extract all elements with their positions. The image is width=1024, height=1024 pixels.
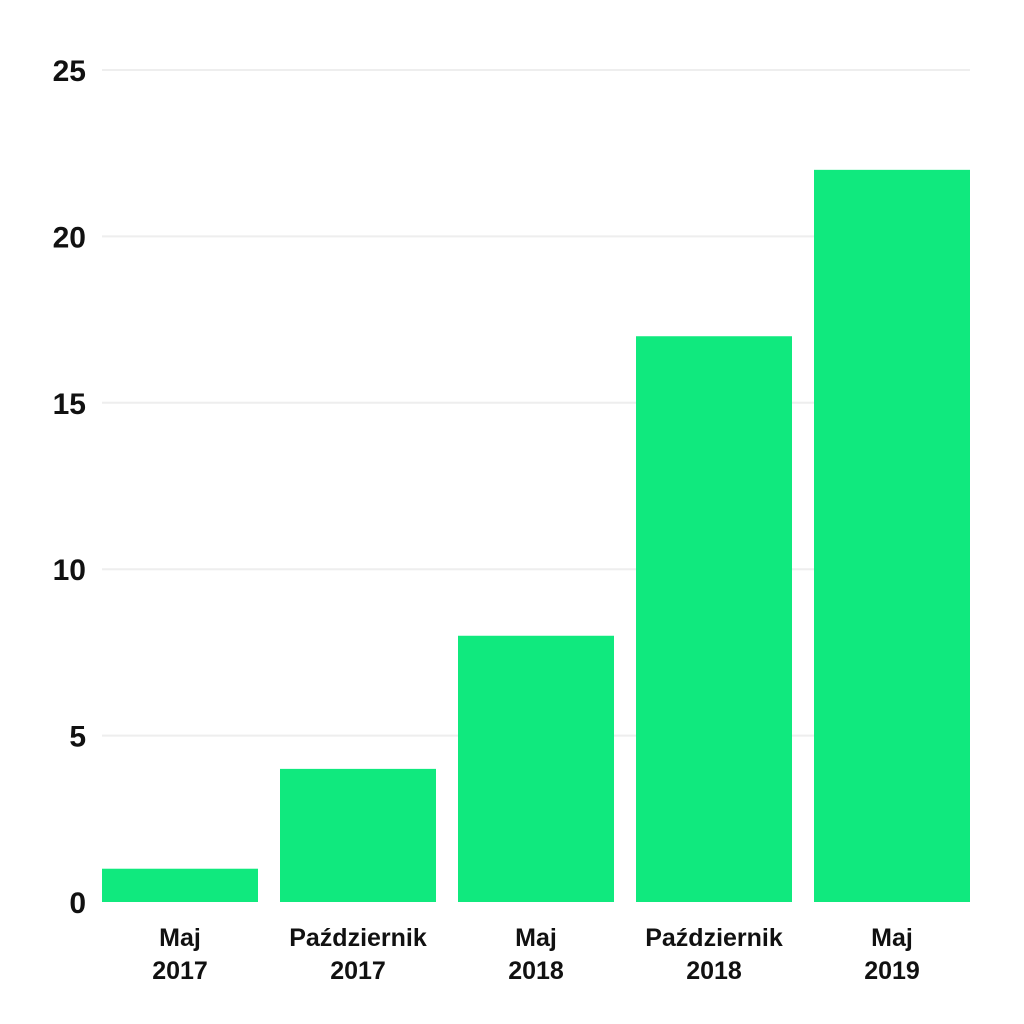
bar bbox=[102, 868, 258, 902]
x-category-label: Maj bbox=[515, 924, 557, 952]
x-category-label: Maj bbox=[871, 924, 913, 952]
bar bbox=[280, 768, 436, 902]
x-category-label: 2017 bbox=[152, 957, 208, 985]
bar bbox=[636, 336, 792, 902]
y-tick-label: 5 bbox=[69, 721, 86, 754]
x-category-label: Październik bbox=[289, 924, 427, 952]
y-tick-label: 20 bbox=[53, 221, 86, 254]
y-axis-tick-labels: 0 5 10 15 20 25 bbox=[53, 55, 86, 920]
y-tick-label: 15 bbox=[53, 388, 86, 421]
x-category-label: 2019 bbox=[864, 957, 920, 985]
x-category-label: 2018 bbox=[686, 957, 742, 985]
x-category-label: Październik bbox=[645, 924, 783, 952]
x-axis-category-labels: Maj 2017 Październik 2017 Maj 2018 Październik… bbox=[152, 924, 920, 985]
bar bbox=[814, 169, 970, 903]
x-category-label: 2018 bbox=[508, 957, 564, 985]
bars bbox=[102, 169, 970, 903]
x-category-label: 2017 bbox=[330, 957, 386, 985]
y-tick-label: 0 bbox=[69, 887, 86, 920]
y-tick-label: 10 bbox=[53, 554, 86, 587]
y-tick-label: 25 bbox=[53, 55, 86, 88]
bar bbox=[458, 635, 614, 902]
x-category-label: Maj bbox=[159, 924, 201, 952]
